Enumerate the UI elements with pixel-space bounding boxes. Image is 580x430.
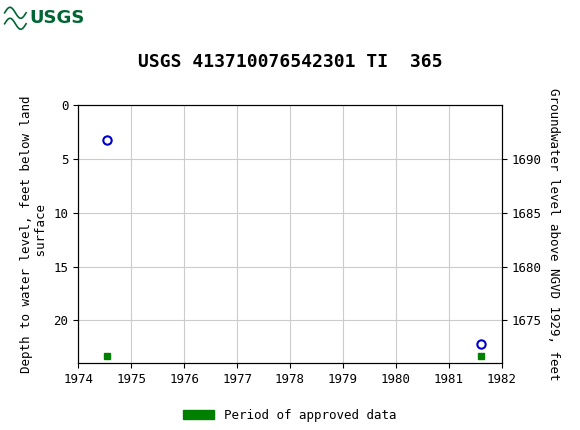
Y-axis label: Depth to water level, feet below land
 surface: Depth to water level, feet below land su… [20, 95, 48, 373]
Legend: Period of approved data: Period of approved data [178, 404, 402, 427]
Text: USGS: USGS [29, 9, 84, 27]
Text: USGS 413710076542301 TI  365: USGS 413710076542301 TI 365 [138, 53, 442, 71]
Bar [3, 3, 61, 34]
Y-axis label: Groundwater level above NGVD 1929, feet: Groundwater level above NGVD 1929, feet [547, 88, 560, 381]
